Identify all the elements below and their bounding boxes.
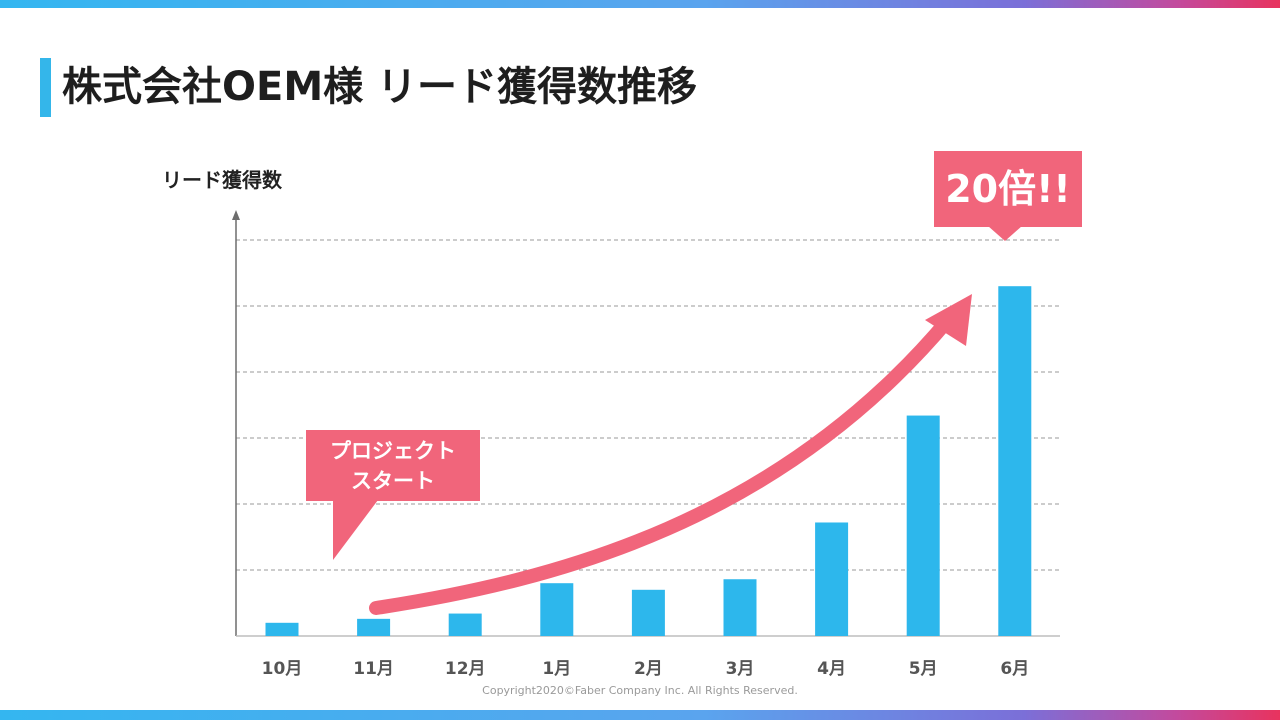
x-tick-label: 5月 [909,659,938,679]
x-tick-label: 6月 [1000,659,1029,679]
bar-6 [723,579,757,636]
bar-series [265,286,1032,636]
growth-arrow [369,294,972,615]
bar-4 [540,583,574,636]
bar-9 [998,286,1032,636]
growth-callout: 20倍!! [934,151,1082,227]
top-gradient-bar [0,0,1280,8]
bar-5 [631,589,665,636]
bar-1 [265,622,299,636]
growth-callout-pointer [988,226,1022,241]
title-accent-bar [40,58,51,117]
project-start-callout-pointer [333,500,378,560]
x-tick-label: 3月 [726,659,755,679]
growth-arrow-shaft [369,313,955,615]
y-axis-label: リード獲得数 [162,168,282,192]
x-tick-label: 12月 [445,659,486,679]
bottom-gradient-bar [0,710,1280,720]
copyright-text: Copyright2020©Faber Company Inc. All Rig… [482,684,798,697]
x-tick-labels: 10月 11月 12月 1月 2月 3月 4月 5月 6月 [262,659,1030,679]
page-title: 株式会社OEM様 リード獲得数推移 [62,64,698,110]
x-tick-label: 10月 [262,659,303,679]
bar-3 [448,613,482,636]
project-start-callout: プロジェクト スタート [306,430,480,501]
growth-arrow-head [925,294,972,346]
bar-7 [815,522,849,636]
project-start-line1: プロジェクト [330,439,456,463]
bar-8 [906,415,940,636]
y-axis-arrow [232,210,240,220]
x-tick-label: 11月 [353,659,394,679]
x-tick-label: 2月 [634,659,663,679]
x-tick-label: 1月 [542,659,571,679]
bar-2 [357,618,391,636]
project-start-line2: スタート [351,469,435,493]
x-tick-label: 4月 [817,659,846,679]
